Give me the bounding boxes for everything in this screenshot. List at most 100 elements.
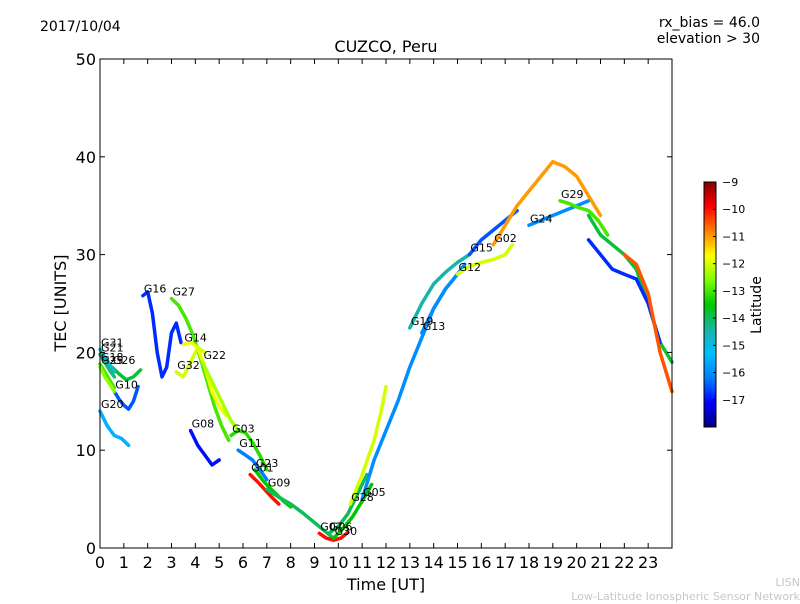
track-G03 <box>229 428 269 472</box>
x-tick-label: 16 <box>471 553 491 572</box>
x-tick-label: 12 <box>376 553 396 572</box>
prn-label-G05: G05 <box>363 486 386 499</box>
prn-label-G23: G23 <box>256 457 279 470</box>
prn-label-G25: G25 <box>101 354 124 367</box>
colorbar-ticks: −9 −10 −11 −12 −13 −14 −15 −16 −17 <box>713 176 745 407</box>
track-G11 <box>236 448 269 482</box>
x-tick-label: 11 <box>352 553 372 572</box>
y-tick-label: 30 <box>76 246 96 265</box>
x-tick-label: 8 <box>286 553 296 572</box>
track-G31 <box>98 347 117 374</box>
prn-label-G32: G32 <box>177 359 200 372</box>
plot-frame <box>99 58 673 549</box>
x-axis-label: Time [UT] <box>346 575 425 594</box>
prn-label-G30: G30 <box>335 525 358 538</box>
track-G29 <box>558 199 610 237</box>
x-axis-ticks: 0 1 2 3 4 5 6 7 8 9 10 11 12 13 14 15 16 17 18 19 20 21 22 23 <box>95 59 658 572</box>
x-tick-label: 2 <box>143 553 153 572</box>
track-G16 <box>141 290 183 379</box>
prn-label-G11: G11 <box>239 437 262 450</box>
track-G25 <box>98 365 117 394</box>
prn-label-G22: G22 <box>203 349 226 362</box>
footer-org: LISN <box>775 576 800 589</box>
colorbar-tick-label: −11 <box>722 230 745 243</box>
track-G24 <box>527 199 591 228</box>
track-G06 <box>327 472 369 536</box>
x-tick-label: 18 <box>519 553 539 572</box>
prn-label-G13: G13 <box>423 320 446 333</box>
colorbar-tick-label: −10 <box>722 203 745 216</box>
elevation-label: elevation > 30 <box>657 31 760 47</box>
prn-label-G09: G09 <box>268 476 291 489</box>
tec-tracks <box>98 159 674 542</box>
x-tick-label: 19 <box>543 553 563 572</box>
x-tick-label: 13 <box>400 553 420 572</box>
x-tick-label: 14 <box>423 553 443 572</box>
track-G22 <box>200 360 240 433</box>
colorbar-tick-label: −13 <box>722 285 745 298</box>
prn-label-G29: G29 <box>561 188 584 201</box>
prn-label-G03: G03 <box>232 423 255 436</box>
colorbar-tick-label: −15 <box>722 339 745 352</box>
prn-label-G12: G12 <box>459 261 482 274</box>
track-G07 <box>317 530 350 542</box>
x-tick-label: 5 <box>214 553 224 572</box>
colorbar-tick-label: −9 <box>722 176 738 189</box>
prn-label-G14: G14 <box>184 332 207 345</box>
colorbar-tick-label: −12 <box>722 258 745 271</box>
x-tick-label: 15 <box>447 553 467 572</box>
x-tick-label: 21 <box>590 553 610 572</box>
x-tick-label: 23 <box>638 553 658 572</box>
track-G19 <box>408 252 472 330</box>
x-tick-label: 4 <box>190 553 200 572</box>
colorbar-tick-label: −16 <box>722 367 745 380</box>
x-tick-label: 10 <box>328 553 348 572</box>
prn-label-G15: G15 <box>470 242 493 255</box>
footer-org-full: Low-Latitude Ionospheric Sensor Network <box>571 590 800 603</box>
track-G32 <box>174 345 207 379</box>
x-tick-label: 9 <box>309 553 319 572</box>
x-tick-label: 17 <box>495 553 515 572</box>
prn-label-G10: G10 <box>115 379 138 392</box>
track-G21 <box>98 352 117 379</box>
prn-label-G02: G02 <box>494 232 517 245</box>
prn-label-G07: G07 <box>320 520 343 533</box>
prn-label-G24: G24 <box>530 212 553 225</box>
x-tick-label: 3 <box>166 553 176 572</box>
prn-label-G01: G01 <box>251 462 274 475</box>
track-G26 <box>110 365 143 382</box>
track-G09 <box>265 487 336 540</box>
colorbar-gradient <box>703 181 717 428</box>
prn-label-G08: G08 <box>192 418 215 431</box>
track-G02 <box>491 159 603 247</box>
colorbar: −9 −10 −11 −12 −13 −14 −15 −16 −17 Latitude <box>703 176 765 428</box>
track-G05 <box>360 272 460 501</box>
track-G28 <box>348 384 388 506</box>
x-tick-label: 1 <box>119 553 129 572</box>
colorbar-tick-label: −17 <box>722 394 745 407</box>
y-tick-label: 0 <box>86 539 96 558</box>
prn-label-G31: G31 <box>101 336 124 349</box>
colorbar-label: Latitude <box>749 276 765 334</box>
prn-label-G16: G16 <box>144 283 167 296</box>
y-tick-label: 20 <box>76 343 96 362</box>
prn-label-G21: G21 <box>101 341 124 354</box>
prn-label-G19: G19 <box>411 315 434 328</box>
x-tick-label: 0 <box>95 553 105 572</box>
colorbar-tick-label: −14 <box>722 312 745 325</box>
prn-label-G27: G27 <box>173 286 196 299</box>
rx-bias-label: rx_bias = 46.0 <box>659 15 760 31</box>
track-unlabeled-32 <box>622 252 674 394</box>
track-G10 <box>112 384 140 411</box>
y-tick-label: 50 <box>76 50 96 69</box>
x-tick-label: 22 <box>614 553 634 572</box>
y-axis-label: TEC [UNITS] <box>51 255 70 353</box>
prn-label-G28: G28 <box>351 491 374 504</box>
track-G30 <box>331 482 374 540</box>
prn-label-G26: G26 <box>113 354 136 367</box>
prn-label-G18: G18 <box>101 351 124 364</box>
x-tick-label: 6 <box>238 553 248 572</box>
